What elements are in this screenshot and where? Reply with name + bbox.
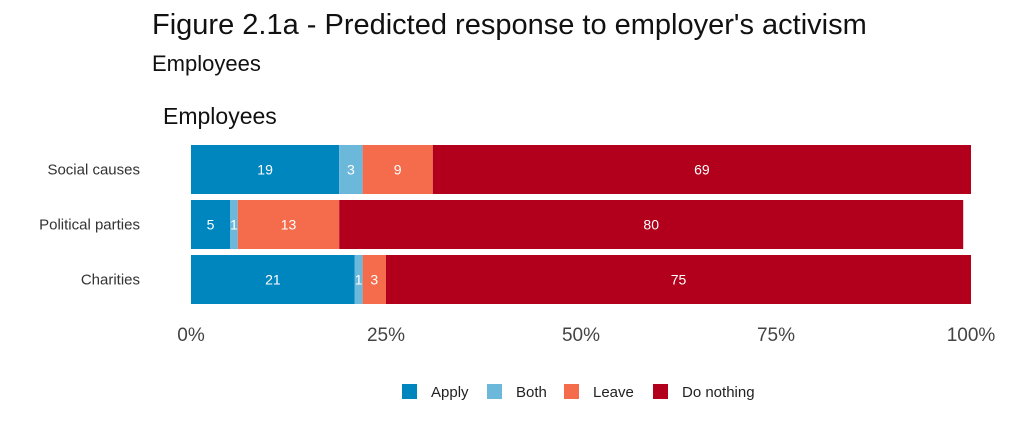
x-tick-label: 75% bbox=[757, 325, 795, 346]
figure-subtitle: Employees bbox=[152, 51, 261, 76]
bar-segment-do-nothing bbox=[432, 145, 971, 194]
bar-segment-both bbox=[339, 145, 363, 194]
x-tick-label: 0% bbox=[177, 325, 205, 346]
bar-segment-apply bbox=[191, 255, 355, 304]
bar-segment-do-nothing bbox=[339, 200, 964, 249]
bar-segment-leave bbox=[237, 200, 340, 249]
bar-segment-both bbox=[230, 200, 238, 249]
legend-label: Apply bbox=[431, 384, 469, 401]
legend-swatch bbox=[564, 384, 579, 399]
bar-segment-apply bbox=[191, 145, 340, 194]
legend-label: Both bbox=[516, 384, 547, 401]
x-tick-label: 25% bbox=[367, 325, 405, 346]
data-label: 9 bbox=[394, 162, 402, 178]
data-label: 5 bbox=[207, 217, 215, 233]
data-label: 1 bbox=[230, 217, 238, 233]
data-label: 75 bbox=[671, 272, 687, 288]
data-label: 13 bbox=[281, 217, 297, 233]
figure-title: Figure 2.1a - Predicted response to empl… bbox=[152, 9, 867, 41]
bar-segment-apply bbox=[191, 200, 230, 249]
legend-swatch bbox=[653, 384, 668, 399]
category-label: Charities bbox=[81, 272, 140, 289]
data-label: 1 bbox=[355, 272, 363, 288]
x-tick-label: 50% bbox=[562, 325, 600, 346]
legend-swatch bbox=[402, 384, 417, 399]
data-label: 3 bbox=[347, 162, 355, 178]
legend-label: Leave bbox=[593, 384, 634, 401]
data-label: 3 bbox=[370, 272, 378, 288]
bar-segment-both bbox=[354, 255, 363, 304]
panel-title: Employees bbox=[163, 103, 277, 129]
data-label: 80 bbox=[643, 217, 659, 233]
bar-segment-do-nothing bbox=[386, 255, 971, 304]
data-label: 69 bbox=[694, 162, 710, 178]
data-label: 21 bbox=[265, 272, 281, 288]
bar-segment-leave bbox=[362, 255, 386, 304]
category-label: Political parties bbox=[39, 217, 140, 234]
legend-swatch bbox=[487, 384, 502, 399]
data-label: 19 bbox=[257, 162, 273, 178]
category-label: Social causes bbox=[47, 162, 140, 179]
bar-segment-leave bbox=[362, 145, 433, 194]
legend-label: Do nothing bbox=[682, 384, 755, 401]
x-tick-label: 100% bbox=[947, 325, 996, 346]
